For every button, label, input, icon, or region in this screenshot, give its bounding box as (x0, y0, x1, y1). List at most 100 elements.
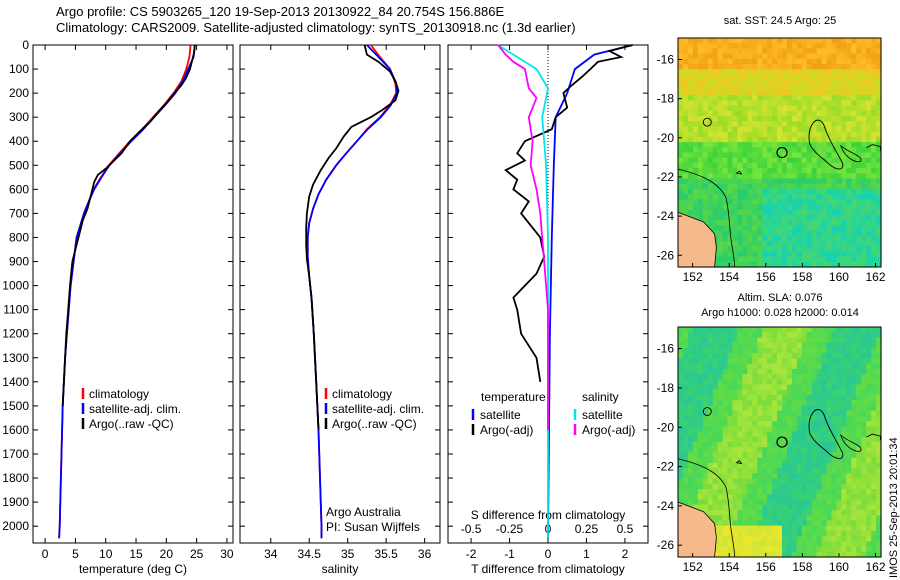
map-cell (791, 442, 798, 448)
map-cell (801, 551, 808, 558)
map-cell (712, 489, 719, 495)
map-cell (683, 69, 689, 75)
map-cell (851, 84, 857, 91)
map-cell (762, 220, 768, 226)
map-cell (811, 230, 818, 237)
map-cell (786, 546, 793, 553)
map-cell (742, 142, 748, 148)
map-cell (707, 58, 714, 65)
map-cell (831, 43, 838, 49)
map-cell (727, 261, 734, 268)
map-cell (801, 230, 808, 237)
map-cell (841, 126, 847, 133)
map-cell (846, 173, 852, 180)
map-cell (796, 462, 803, 469)
map-cell (772, 74, 778, 81)
map-cell (861, 447, 867, 453)
map-cell (757, 499, 763, 506)
map-cell (861, 426, 867, 433)
map-cell (841, 69, 847, 75)
map-cell (836, 142, 842, 148)
map-cell (702, 157, 709, 164)
map-cell (697, 152, 704, 159)
map-cell (742, 110, 748, 117)
map-cell (747, 230, 753, 237)
map-cell (678, 53, 684, 60)
map-cell (801, 426, 808, 433)
map-cell (697, 337, 704, 344)
map-cell (747, 95, 753, 102)
y-tick-label: 100 (9, 62, 29, 76)
map-cell (841, 368, 847, 375)
map-cell (871, 494, 877, 501)
map-cell (782, 194, 788, 200)
map-cell (757, 188, 763, 195)
map-cell (826, 489, 833, 495)
map-cell (861, 58, 867, 65)
map-cell (762, 405, 768, 412)
map-cell (786, 457, 793, 464)
map-cell (796, 173, 803, 180)
map-cell (856, 525, 862, 532)
map-cell (806, 421, 813, 427)
map-cell (697, 100, 704, 107)
map-cell (727, 241, 734, 247)
map-cell (707, 358, 714, 365)
map-cell (806, 551, 813, 558)
map-cell (683, 162, 689, 169)
map-cell (777, 374, 783, 380)
map-cell (851, 38, 857, 44)
map-cell (786, 415, 793, 422)
map-cell (727, 215, 734, 221)
map-cell (762, 473, 768, 480)
map-cell (777, 256, 783, 263)
map-cell (782, 84, 788, 91)
map-cell (737, 157, 743, 164)
map-cell (856, 431, 862, 438)
map-cell (806, 204, 813, 211)
map-cell (678, 136, 684, 143)
map-cell (861, 421, 867, 427)
map-cell (683, 147, 689, 154)
map-cell (791, 337, 798, 344)
map-cell (732, 261, 739, 268)
map-cell (683, 473, 689, 480)
map-cell (757, 342, 763, 349)
map-cell (722, 178, 729, 185)
map-cell (712, 110, 719, 117)
map-cell (722, 256, 729, 263)
sla-map-title-2: Argo h1000: 0.028 h2000: 0.014 (701, 307, 859, 319)
map-cell (727, 194, 734, 200)
map-cell (717, 168, 724, 174)
map-cell (782, 426, 788, 433)
map-cell (846, 209, 852, 216)
map-cell (841, 173, 847, 180)
map-cell (876, 261, 882, 268)
map-cell (876, 110, 882, 117)
map-cell (871, 504, 877, 511)
map-cell (871, 241, 877, 247)
map-cell (683, 353, 689, 359)
map-cell (762, 384, 768, 391)
map-cell (876, 551, 882, 558)
map-cell (702, 379, 709, 386)
map-cell (851, 183, 857, 190)
map-cell (737, 410, 743, 417)
map-cell (692, 142, 699, 148)
map-cell (762, 48, 768, 55)
map-cell (697, 204, 704, 211)
map-cell (816, 400, 823, 406)
map-cell (678, 332, 684, 338)
map-cell (683, 188, 689, 195)
map-cell (861, 368, 867, 375)
map-cell (717, 546, 724, 553)
map-cell (737, 499, 743, 506)
map-cell (678, 157, 684, 164)
map-cell (692, 79, 699, 86)
map-cell (777, 546, 783, 553)
map-cell (702, 342, 709, 349)
map-cell (757, 483, 763, 490)
map-cell (772, 178, 778, 185)
map-cell (826, 332, 833, 338)
map-cell (692, 442, 699, 448)
